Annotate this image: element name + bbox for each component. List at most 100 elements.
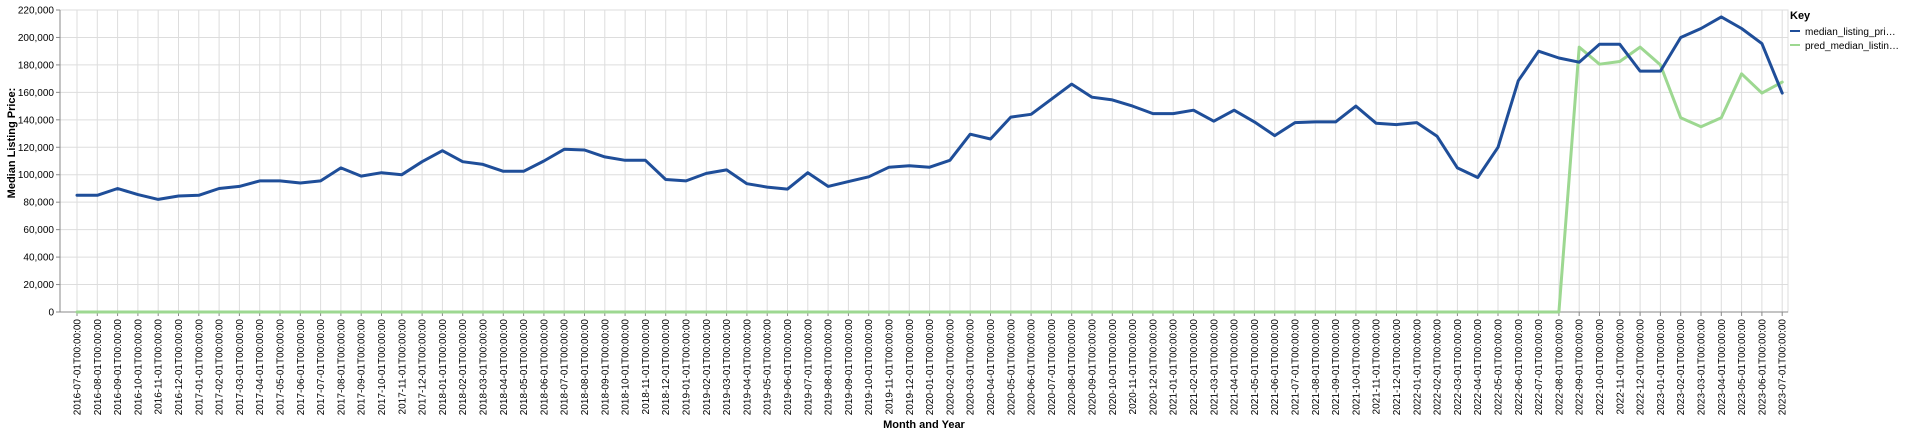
- x-tick-label: 2020-04-01T00:00:00: [986, 319, 997, 416]
- x-tick-label: 2018-03-01T00:00:00: [479, 319, 490, 416]
- x-tick-label: 2022-05-01T00:00:00: [1494, 319, 1505, 416]
- legend-entry-median: median_listing_pri…: [1790, 27, 1896, 38]
- legend: Key median_listing_pri… pred_median_list…: [1790, 10, 1899, 52]
- x-tick-label: 2019-07-01T00:00:00: [803, 319, 814, 416]
- x-tick-label: 2016-10-01T00:00:00: [133, 319, 144, 416]
- x-tick-label: 2022-09-01T00:00:00: [1575, 319, 1586, 416]
- x-tick-label: 2018-05-01T00:00:00: [519, 319, 530, 416]
- x-tick-label: 2020-07-01T00:00:00: [1047, 319, 1058, 416]
- x-tick-label: 2018-07-01T00:00:00: [560, 319, 571, 416]
- x-tick-label: 2020-11-01T00:00:00: [1128, 319, 1139, 415]
- x-tick-label: 2022-03-01T00:00:00: [1453, 319, 1464, 416]
- x-tick-label: 2019-06-01T00:00:00: [783, 319, 794, 416]
- x-tick-label: 2021-08-01T00:00:00: [1311, 319, 1322, 416]
- y-axis: 0 20,000 40,000 60,000 80,000 100,000 120,000 1…: [18, 6, 61, 319]
- x-tick-label: 2020-12-01T00:00:00: [1148, 319, 1159, 416]
- x-tick-label: 2018-08-01T00:00:00: [580, 319, 591, 416]
- x-tick-label: 2021-01-01T00:00:00: [1169, 319, 1180, 416]
- series-line-median-listing-price: [75, 15, 1784, 201]
- series-line-pred-median-listing-price: [75, 45, 1784, 314]
- plot-frame: [59, 9, 1789, 313]
- x-tick-label: 2019-04-01T00:00:00: [742, 319, 753, 416]
- gridlines: [59, 9, 1789, 313]
- x-tick-label: 2019-03-01T00:00:00: [722, 319, 733, 416]
- x-tick-label: 2021-02-01T00:00:00: [1189, 319, 1200, 416]
- x-tick-label: 2020-09-01T00:00:00: [1088, 319, 1099, 416]
- x-tick-label: 2018-12-01T00:00:00: [661, 319, 672, 416]
- x-tick-label: 2016-09-01T00:00:00: [113, 319, 124, 416]
- x-tick-label: 2016-11-01T00:00:00: [154, 319, 165, 415]
- x-tick-label: 2023-03-01T00:00:00: [1697, 319, 1708, 416]
- x-tick-label: 2020-06-01T00:00:00: [1027, 319, 1038, 416]
- x-tick-label: 2020-01-01T00:00:00: [925, 319, 936, 416]
- x-tick-label: 2023-05-01T00:00:00: [1737, 319, 1748, 416]
- x-tick-label: 2021-04-01T00:00:00: [1230, 319, 1241, 416]
- x-tick-label: 2023-04-01T00:00:00: [1717, 319, 1728, 416]
- x-tick-label: 2017-08-01T00:00:00: [336, 319, 347, 416]
- y-tick-label: 140,000: [18, 115, 55, 126]
- x-tick-label: 2021-12-01T00:00:00: [1392, 319, 1403, 416]
- y-tick-label: 60,000: [23, 225, 54, 236]
- x-tick-label: 2016-12-01T00:00:00: [174, 319, 185, 416]
- x-tick-label: 2017-12-01T00:00:00: [418, 319, 429, 416]
- y-tick-label: 0: [48, 308, 54, 319]
- y-axis-title: Median Listing Price:: [6, 88, 18, 199]
- x-tick-label: 2022-02-01T00:00:00: [1433, 319, 1444, 416]
- x-tick-label: 2018-01-01T00:00:00: [438, 319, 449, 416]
- x-tick-label: 2018-02-01T00:00:00: [458, 319, 469, 416]
- x-tick-label: 2021-03-01T00:00:00: [1209, 319, 1220, 416]
- y-tick-label: 80,000: [23, 198, 54, 209]
- y-tick-label: 20,000: [23, 280, 54, 291]
- x-tick-label: 2023-02-01T00:00:00: [1676, 319, 1687, 416]
- x-tick-label: 2022-07-01T00:00:00: [1534, 319, 1545, 416]
- x-tick-label: 2022-08-01T00:00:00: [1554, 319, 1565, 416]
- x-axis-title: Month and Year: [883, 419, 965, 431]
- x-tick-label: 2022-06-01T00:00:00: [1514, 319, 1525, 416]
- x-tick-label: 2017-11-01T00:00:00: [397, 319, 408, 415]
- x-tick-label: 2019-12-01T00:00:00: [905, 319, 916, 416]
- x-tick-label: 2017-03-01T00:00:00: [235, 319, 246, 416]
- legend-entry-pred: pred_median_listin…: [1790, 41, 1899, 52]
- legend-title: Key: [1790, 10, 1811, 22]
- x-tick-label: 2022-04-01T00:00:00: [1473, 319, 1484, 416]
- x-tick-label: 2023-06-01T00:00:00: [1757, 319, 1768, 416]
- x-tick-label: 2017-10-01T00:00:00: [377, 319, 388, 416]
- x-tick-label: 2021-06-01T00:00:00: [1270, 319, 1281, 416]
- x-tick-label: 2017-02-01T00:00:00: [215, 319, 226, 416]
- x-tick-label: 2020-10-01T00:00:00: [1108, 319, 1119, 416]
- x-tick-label: 2020-03-01T00:00:00: [966, 319, 977, 416]
- x-axis: 2016-07-01T00:00:00 2016-08-01T00:00:00 20…: [60, 311, 1789, 416]
- x-tick-label: 2018-04-01T00:00:00: [499, 319, 510, 416]
- x-tick-label: 2019-02-01T00:00:00: [702, 319, 713, 416]
- x-tick-label: 2019-01-01T00:00:00: [682, 319, 693, 416]
- y-tick-label: 200,000: [18, 33, 55, 44]
- x-tick-label: 2018-06-01T00:00:00: [539, 319, 550, 416]
- x-tick-label: 2016-07-01T00:00:00: [73, 319, 84, 416]
- x-tick-label: 2018-11-01T00:00:00: [641, 319, 652, 415]
- x-tick-label: 2022-12-01T00:00:00: [1636, 319, 1647, 416]
- x-tick-label: 2017-09-01T00:00:00: [357, 319, 368, 416]
- series-lines: [75, 15, 1784, 314]
- x-tick-label: 2019-11-01T00:00:00: [885, 319, 896, 415]
- legend-label-median: median_listing_pri…: [1805, 27, 1896, 38]
- x-tick-label: 2023-07-01T00:00:00: [1778, 319, 1789, 416]
- x-tick-label: 2017-01-01T00:00:00: [194, 319, 205, 416]
- x-tick-label: 2022-10-01T00:00:00: [1595, 319, 1606, 416]
- y-tick-label: 160,000: [18, 88, 55, 99]
- x-tick-label: 2017-04-01T00:00:00: [255, 319, 266, 416]
- x-tick-label: 2023-01-01T00:00:00: [1656, 319, 1667, 416]
- x-tick-label: 2017-06-01T00:00:00: [296, 319, 307, 416]
- x-tick-label: 2019-09-01T00:00:00: [844, 319, 855, 416]
- x-tick-label: 2021-11-01T00:00:00: [1372, 319, 1383, 415]
- x-tick-label: 2021-09-01T00:00:00: [1331, 319, 1342, 416]
- x-tick-label: 2021-10-01T00:00:00: [1351, 319, 1362, 416]
- y-tick-label: 40,000: [23, 253, 54, 264]
- y-tick-label: 100,000: [18, 170, 55, 181]
- x-tick-label: 2020-08-01T00:00:00: [1067, 319, 1078, 416]
- y-tick-label: 180,000: [18, 60, 55, 71]
- x-tick-label: 2022-11-01T00:00:00: [1615, 319, 1626, 415]
- x-tick-label: 2018-09-01T00:00:00: [600, 319, 611, 416]
- x-tick-label: 2017-07-01T00:00:00: [316, 319, 327, 416]
- x-tick-label: 2020-02-01T00:00:00: [945, 319, 956, 416]
